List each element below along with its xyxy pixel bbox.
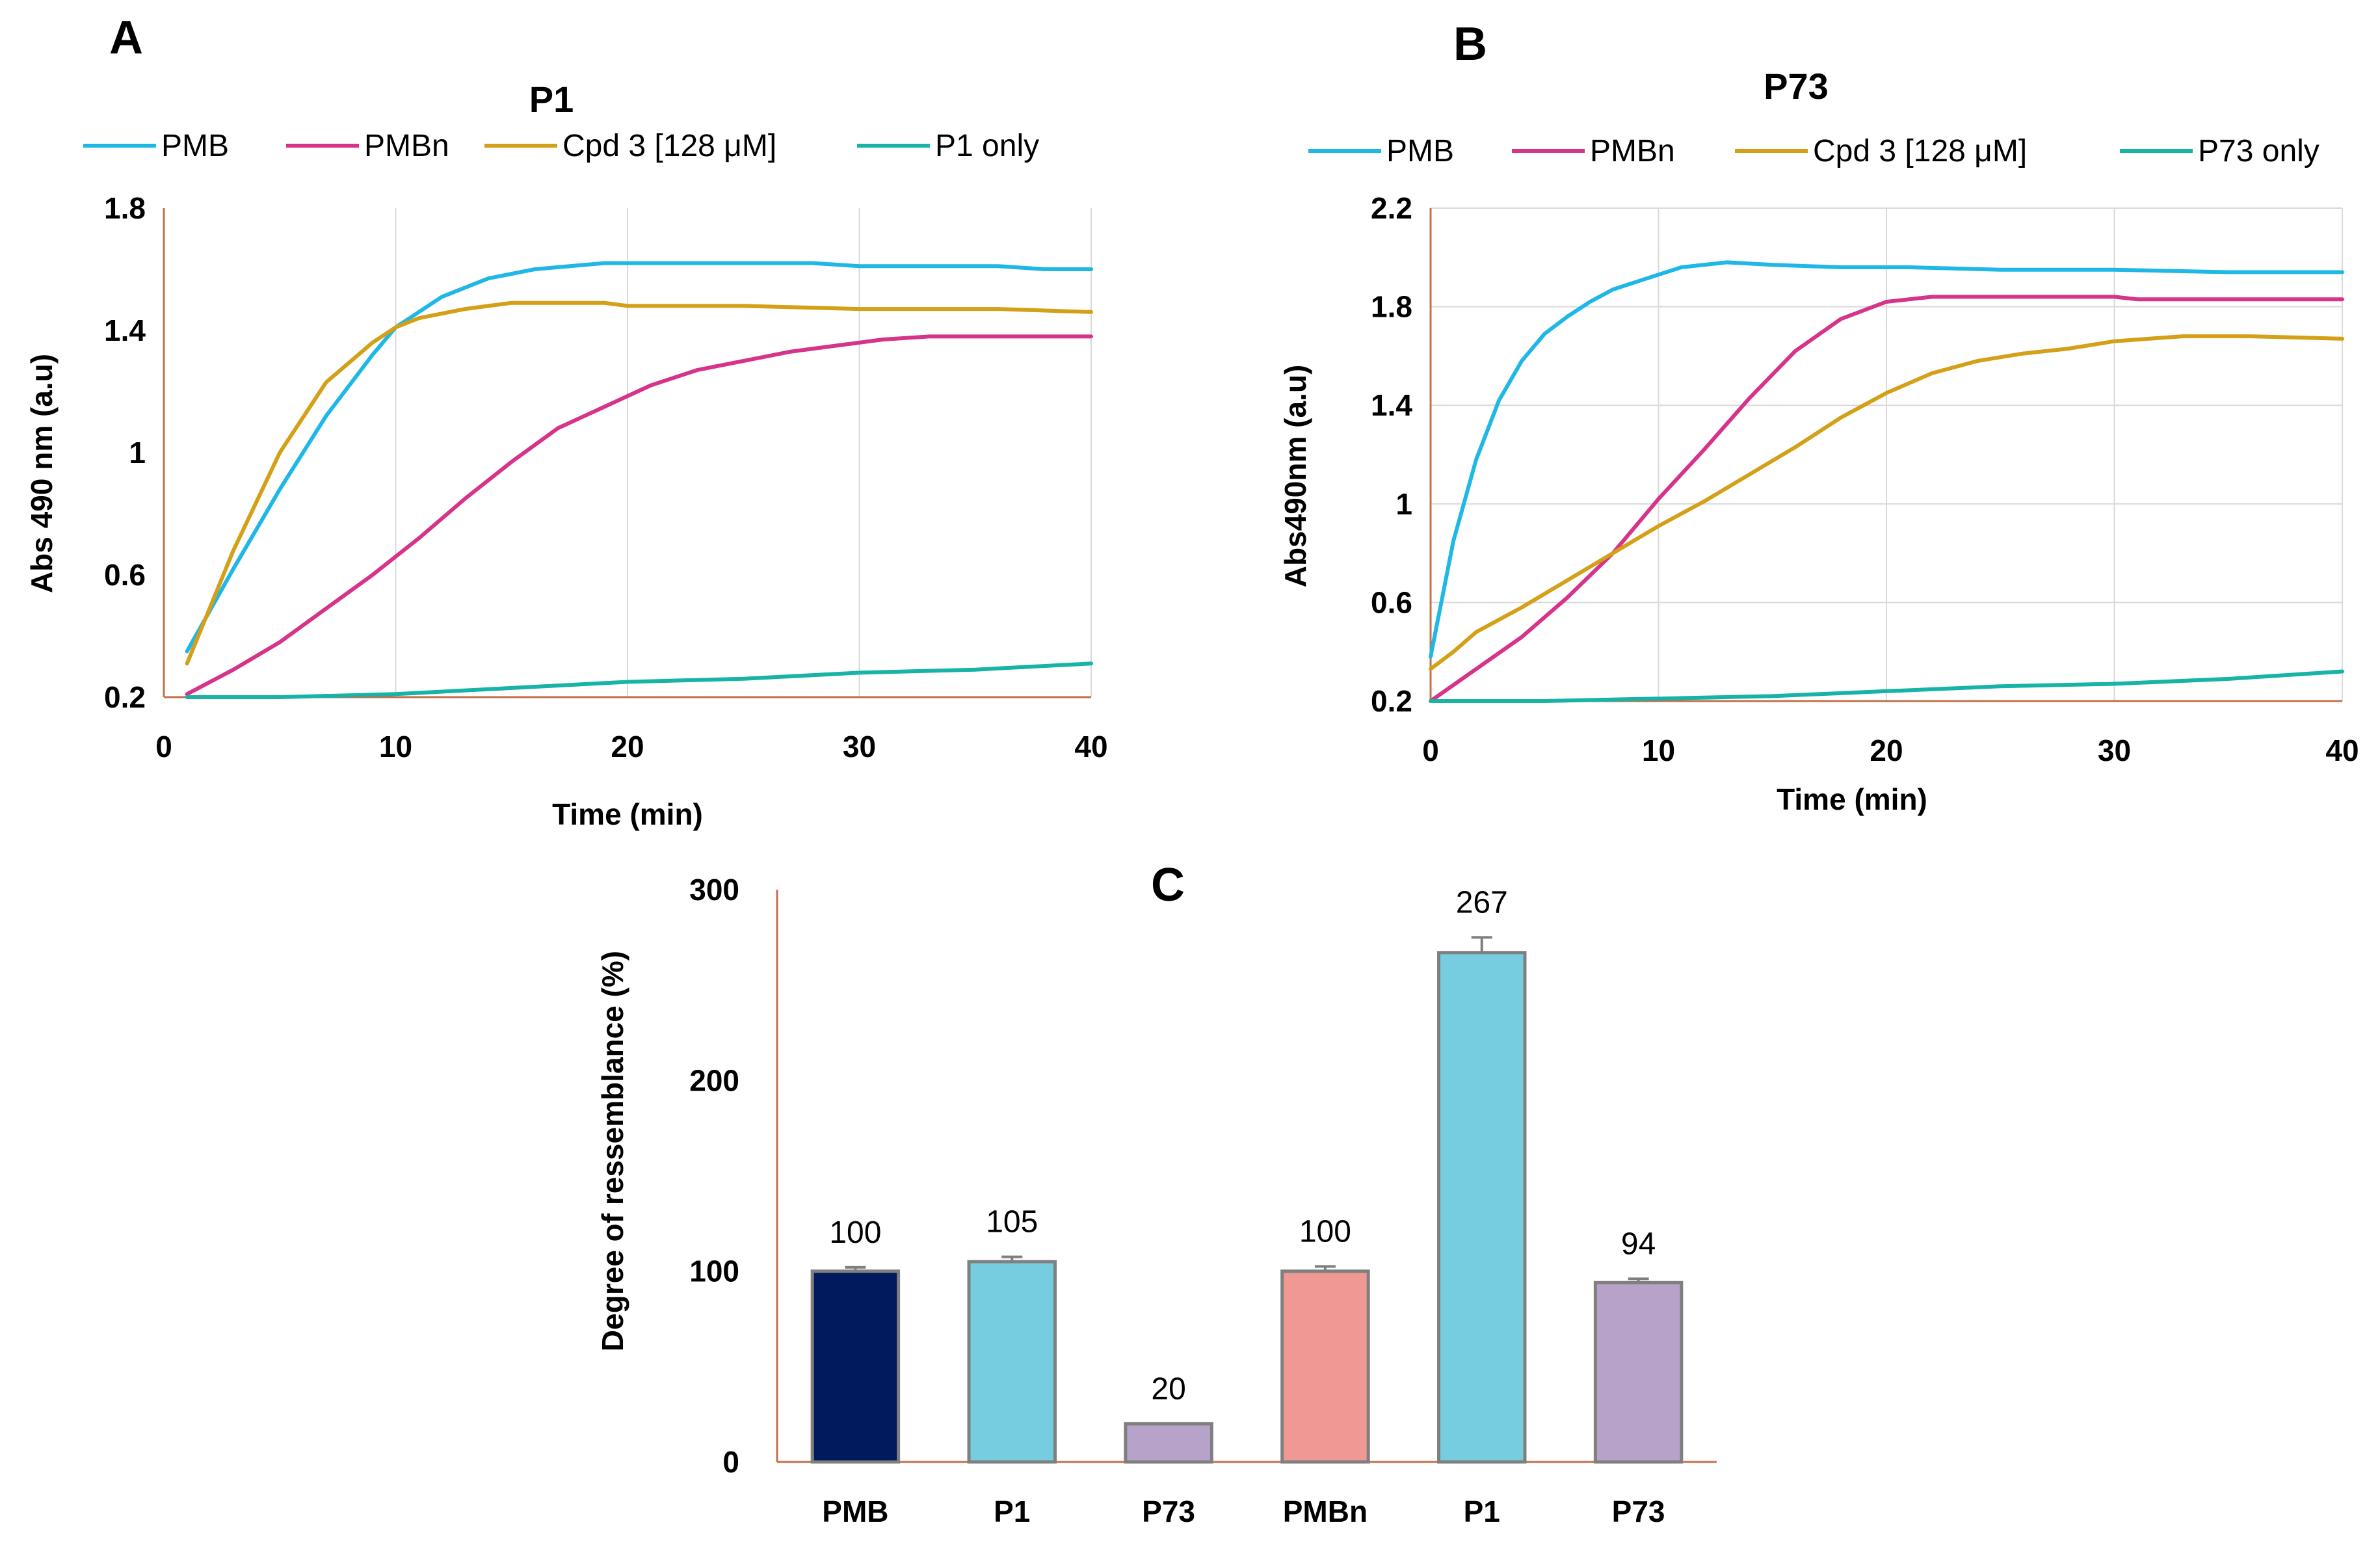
c-category-label-1: P1 bbox=[994, 1494, 1030, 1528]
b-x-tick-10: 10 bbox=[1642, 734, 1675, 767]
a-y-tick-0.2: 0.2 bbox=[104, 680, 146, 714]
panel-b-letter: B bbox=[1453, 18, 1487, 70]
c-data-label-0: 100 bbox=[829, 1215, 881, 1250]
panel-a-series bbox=[185, 261, 1093, 699]
c-bar-pmb-0 bbox=[810, 1269, 901, 1464]
panel-b-gridlines bbox=[1431, 207, 2343, 701]
c-bar-p1-4 bbox=[1437, 951, 1527, 1464]
c-y-tick-200: 200 bbox=[689, 1063, 739, 1097]
c-bar-p1-1 bbox=[967, 1260, 1057, 1464]
panel-b-x-axis-title: Time (min) bbox=[1777, 782, 1927, 816]
c-bar-p73-5 bbox=[1593, 1281, 1684, 1464]
c-data-label-5: 94 bbox=[1621, 1227, 1656, 1261]
panel-c-category-labels: PMB P1 P73 PMBn P1 P73 bbox=[822, 1494, 1665, 1528]
b-y-tick-1.4: 1.4 bbox=[1371, 388, 1412, 422]
panel-b-x-ticks: 0 10 20 30 40 bbox=[1422, 734, 2359, 767]
panel-a-letter: A bbox=[109, 12, 143, 64]
panel-c-y-axis-title: Degree of ressemblance (%) bbox=[596, 951, 629, 1351]
panel-a-x-ticks: 0 10 20 30 40 bbox=[155, 730, 1107, 763]
c-bar-pmbn-3 bbox=[1280, 1269, 1370, 1464]
b-y-tick-0.6: 0.6 bbox=[1371, 585, 1412, 619]
b-legend-label-cpd-3-128-m: Cpd 3 [128 μM] bbox=[1813, 134, 2027, 168]
b-legend-label-pmb: PMB bbox=[1386, 134, 1454, 168]
b-legend-label-pmbn: PMBn bbox=[1590, 134, 1675, 168]
c-bar-p73-2 bbox=[1124, 1422, 1213, 1464]
b-series-pmb bbox=[1429, 260, 2344, 659]
panel-a-title: P1 bbox=[529, 79, 574, 120]
a-y-tick-1.8: 1.8 bbox=[104, 191, 146, 225]
a-y-tick-1.4: 1.4 bbox=[104, 313, 146, 347]
panel-c-axes bbox=[776, 890, 1717, 1463]
panel-a-line-chart: A P1 PMB PMBn Cpd 3 [128 μM] P1 only 0 10 20 3… bbox=[25, 12, 1108, 831]
c-category-label-5: P73 bbox=[1612, 1494, 1665, 1528]
c-y-tick-300: 300 bbox=[689, 873, 739, 907]
panel-b-series bbox=[1429, 260, 2344, 703]
b-y-tick-1: 1 bbox=[1395, 487, 1412, 521]
b-x-tick-40: 40 bbox=[2325, 734, 2359, 767]
panel-a-y-ticks: 0.2 0.6 1 1.4 1.8 bbox=[104, 191, 146, 714]
b-y-tick-2.2: 2.2 bbox=[1371, 191, 1412, 225]
a-legend-label-p1-only: P1 only bbox=[935, 129, 1039, 163]
c-y-tick-100: 100 bbox=[689, 1254, 739, 1288]
panel-b-title: P73 bbox=[1764, 66, 1829, 107]
a-x-tick-20: 20 bbox=[611, 730, 644, 763]
a-x-tick-0: 0 bbox=[155, 730, 172, 763]
panel-a-x-axis-title: Time (min) bbox=[552, 797, 703, 831]
b-series-cpd-3-128-m bbox=[1429, 334, 2344, 671]
panel-a-y-axis-title: Abs 490 nm (a.u) bbox=[25, 354, 59, 593]
c-y-tick-0: 0 bbox=[722, 1445, 739, 1479]
panel-b-legend: PMB PMBn Cpd 3 [128 μM] P73 only bbox=[1308, 134, 2320, 168]
c-data-label-1: 105 bbox=[986, 1205, 1038, 1240]
a-x-tick-40: 40 bbox=[1074, 730, 1107, 763]
a-legend-label-pmb: PMB bbox=[161, 129, 229, 163]
b-series-pmbn bbox=[1429, 295, 2344, 703]
panel-a-gridlines bbox=[395, 208, 1092, 697]
a-series-p1-only bbox=[185, 661, 1093, 699]
b-y-tick-0.2: 0.2 bbox=[1371, 684, 1412, 718]
panel-a-legend: PMB PMBn Cpd 3 [128 μM] P1 only bbox=[83, 129, 1039, 163]
panel-c-y-ticks: 0 100 200 300 bbox=[689, 873, 739, 1479]
c-category-label-4: P1 bbox=[1464, 1494, 1500, 1528]
b-x-tick-0: 0 bbox=[1422, 734, 1439, 767]
a-x-tick-30: 30 bbox=[843, 730, 876, 763]
panel-c-bars: 100 105 20 100 267 94 bbox=[810, 885, 1684, 1464]
a-legend-label-cpd-3-128-m: Cpd 3 [128 μM] bbox=[562, 129, 776, 163]
a-y-tick-0.6: 0.6 bbox=[104, 558, 146, 592]
a-legend-label-pmbn: PMBn bbox=[364, 129, 449, 163]
a-y-tick-1: 1 bbox=[129, 436, 146, 470]
c-category-label-0: PMB bbox=[822, 1494, 888, 1528]
panel-b-y-ticks: 0.2 0.6 1 1.4 1.8 2.2 bbox=[1371, 191, 1412, 718]
panel-b-line-chart: B P73 PMB PMBn Cpd 3 [128 μM] P73 only 0 10 2… bbox=[1278, 18, 2359, 816]
panel-b-y-axis-title: Abs490nm (a.u) bbox=[1278, 365, 1312, 588]
b-series-p73-only bbox=[1429, 669, 2344, 703]
c-data-label-3: 100 bbox=[1299, 1214, 1351, 1249]
a-series-pmbn bbox=[185, 334, 1093, 697]
a-series-cpd-3-128-m bbox=[185, 300, 1093, 666]
c-category-label-3: PMBn bbox=[1283, 1494, 1368, 1528]
c-data-label-4: 267 bbox=[1456, 885, 1508, 920]
b-y-tick-1.8: 1.8 bbox=[1371, 290, 1412, 324]
c-category-label-2: P73 bbox=[1142, 1494, 1195, 1528]
a-x-tick-10: 10 bbox=[379, 730, 412, 763]
b-legend-label-p73-only: P73 only bbox=[2198, 134, 2320, 168]
b-x-tick-30: 30 bbox=[2098, 734, 2131, 767]
panel-c-letter: C bbox=[1151, 859, 1185, 911]
a-series-pmb bbox=[185, 261, 1093, 654]
b-x-tick-20: 20 bbox=[1870, 734, 1903, 767]
c-data-label-2: 20 bbox=[1151, 1372, 1185, 1406]
